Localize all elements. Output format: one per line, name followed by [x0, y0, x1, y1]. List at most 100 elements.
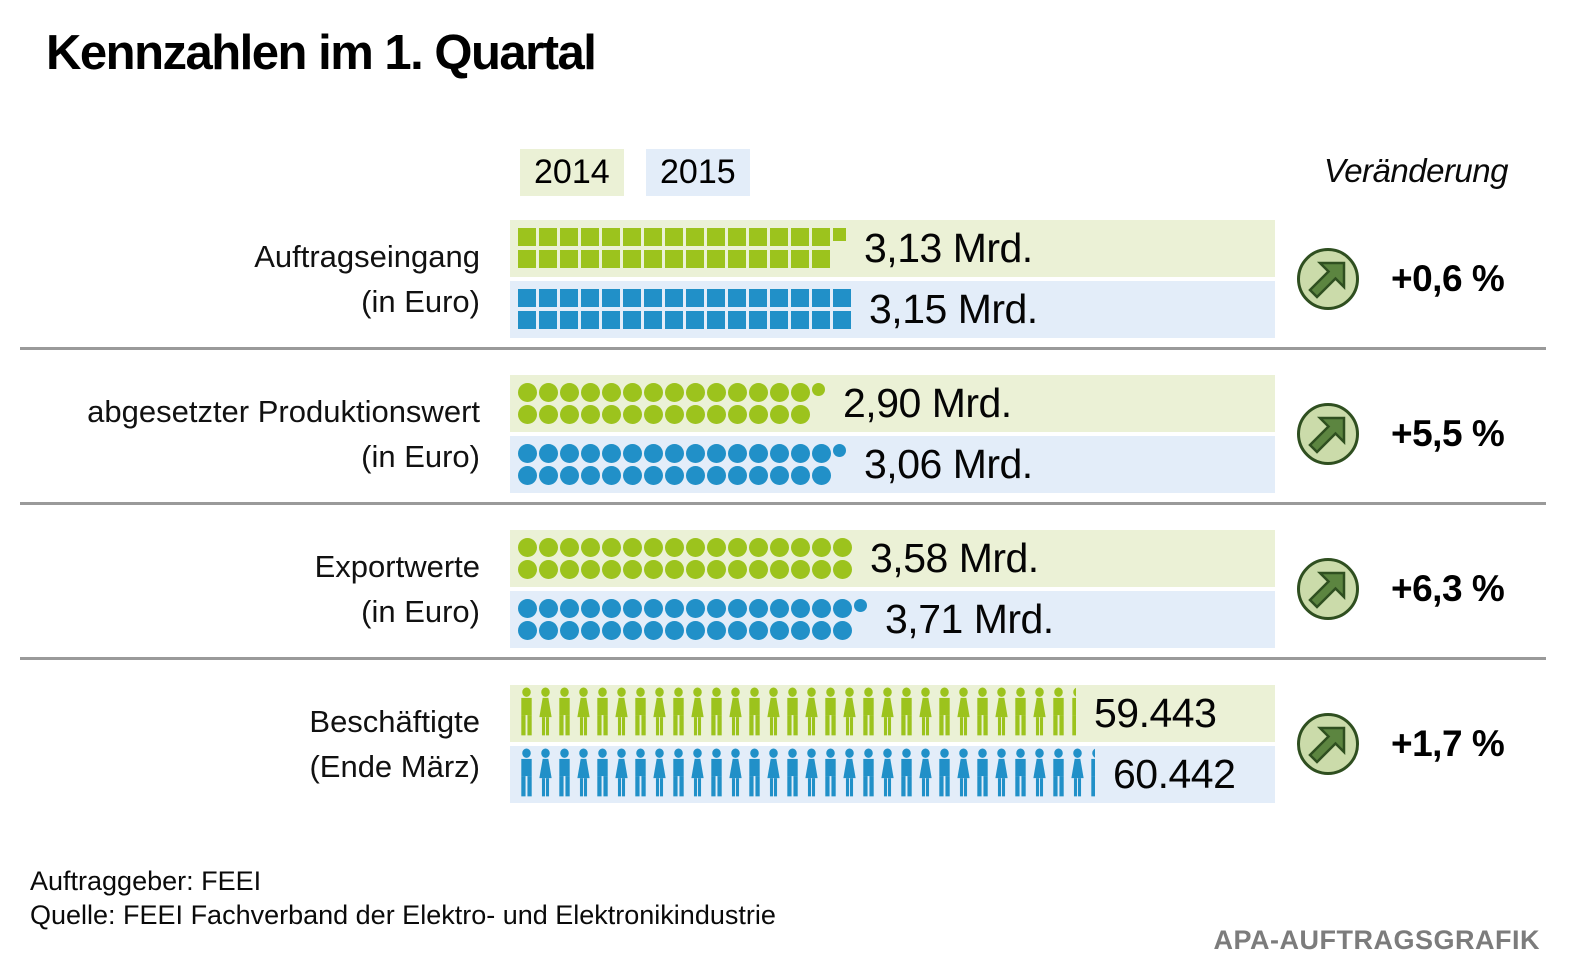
square-icon	[686, 289, 704, 308]
square-icon	[707, 311, 725, 330]
person-female-icon	[881, 687, 894, 736]
pictogram-column	[560, 537, 579, 579]
legend-item-2014: 2014	[520, 148, 624, 196]
bar-2014: 3,13 Mrd.	[510, 219, 1275, 277]
pictogram-column	[728, 382, 747, 424]
person-female-icon	[691, 687, 704, 736]
circle-partial-icon	[854, 598, 867, 612]
circle-icon	[770, 382, 789, 402]
circle-icon	[686, 443, 705, 463]
square-icon	[812, 311, 830, 330]
circle-icon	[518, 537, 537, 557]
circle-icon	[791, 465, 810, 485]
square-icon	[791, 289, 809, 308]
person-female-icon	[729, 748, 742, 797]
circle-icon	[665, 537, 684, 557]
square-icon	[518, 228, 536, 247]
pictogram-column	[560, 443, 579, 485]
pictogram-column	[791, 228, 809, 269]
circle-icon	[728, 537, 747, 557]
metric-label: Exportwerte (in Euro)	[0, 544, 510, 634]
metric-label-line: (in Euro)	[361, 283, 480, 319]
square-icon	[581, 289, 599, 308]
circle-icon	[518, 620, 537, 640]
bar-value: 3,58 Mrd.	[870, 534, 1039, 581]
metric-label-line: (in Euro)	[361, 593, 480, 629]
pictogram-column	[518, 537, 537, 579]
person-male-icon	[939, 687, 950, 736]
square-icon	[539, 228, 557, 247]
pictogram-column	[791, 443, 810, 485]
person-partial-icon	[1088, 748, 1095, 800]
pictogram-column	[539, 382, 558, 424]
person-male-icon	[977, 748, 988, 797]
circle-icon	[644, 598, 663, 618]
pictogram-column	[770, 228, 788, 269]
circle-icon	[665, 465, 684, 485]
pictogram-column	[686, 228, 704, 269]
increase-arrow-icon	[1297, 402, 1359, 465]
circle-icon	[560, 443, 579, 463]
person-female-icon	[995, 687, 1008, 736]
circle-icon	[539, 443, 558, 463]
person-female-icon	[957, 687, 970, 736]
circle-icon	[581, 620, 600, 640]
pictogram-column	[749, 443, 768, 485]
circle-icon	[833, 537, 852, 557]
legend-item-2015: 2015	[646, 148, 750, 196]
person-male-icon	[939, 748, 950, 797]
square-icon	[644, 250, 662, 269]
square-icon	[686, 311, 704, 330]
square-icon	[707, 289, 725, 308]
pictogram-column	[749, 537, 768, 579]
circle-icon	[623, 443, 642, 463]
circle-icon	[560, 382, 579, 402]
pictogram-column	[581, 443, 600, 485]
square-icon	[602, 289, 620, 308]
change-percent: +5,5 %	[1391, 412, 1505, 454]
pictogram-column	[644, 443, 663, 485]
pictogram-2014	[518, 537, 852, 579]
pictogram-2014	[518, 382, 825, 424]
circle-icon	[581, 443, 600, 463]
square-icon	[518, 311, 536, 330]
circle-icon	[539, 598, 558, 618]
person-female-icon	[919, 687, 932, 736]
circle-icon	[623, 465, 642, 485]
pictogram-column	[749, 382, 768, 424]
circle-icon	[833, 620, 852, 640]
change-indicator: +1,7 %	[1295, 711, 1505, 777]
bar-value: 3,15 Mrd.	[869, 285, 1038, 332]
circle-icon	[644, 537, 663, 557]
person-female-icon	[653, 748, 666, 797]
circle-icon	[602, 620, 621, 640]
pictogram-column	[518, 443, 537, 485]
bar-2014: 3,58 Mrd.	[510, 529, 1275, 587]
pictogram-column	[770, 289, 788, 330]
pictogram-column	[707, 443, 726, 485]
person-male-icon	[635, 748, 646, 797]
pictogram-column	[854, 598, 867, 640]
increase-arrow-icon	[1297, 712, 1359, 775]
circle-icon	[833, 598, 852, 618]
circle-icon	[665, 598, 684, 618]
year-bars: 2,90 Mrd. 3,06 Mrd.	[510, 374, 1275, 493]
metric-label-line: Exportwerte	[314, 548, 480, 584]
circle-icon	[560, 465, 579, 485]
square-partial-icon	[833, 228, 846, 242]
circle-icon	[602, 443, 621, 463]
pictogram-column	[770, 382, 789, 424]
change-indicator: +0,6 %	[1295, 246, 1505, 312]
pictogram-column	[623, 537, 642, 579]
square-icon	[539, 289, 557, 308]
circle-icon	[623, 620, 642, 640]
square-icon	[812, 250, 830, 269]
person-male-icon	[1015, 748, 1026, 797]
pictogram-column	[539, 443, 558, 485]
row-divider	[20, 656, 1546, 660]
square-icon	[623, 289, 641, 308]
pictogram-column	[602, 228, 620, 269]
pictogram-column	[812, 289, 830, 330]
square-icon	[686, 250, 704, 269]
metric-label-line: (in Euro)	[361, 438, 480, 474]
